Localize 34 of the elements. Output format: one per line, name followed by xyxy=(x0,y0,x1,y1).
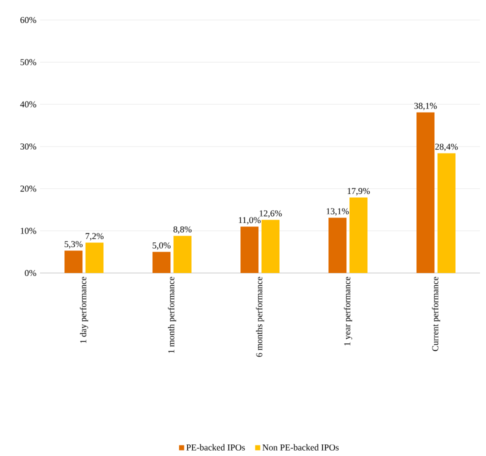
data-label: 38,1% xyxy=(414,102,437,110)
data-label: 7,2% xyxy=(86,233,104,240)
y-tick-label: 30% xyxy=(20,143,36,150)
x-tick-label: 1 month performance xyxy=(168,276,176,353)
y-tick-label: 10% xyxy=(20,228,36,234)
bar xyxy=(86,242,104,273)
bar xyxy=(64,250,82,273)
data-label: 5,3% xyxy=(64,241,83,248)
x-tick-label: 1 day performance xyxy=(80,276,88,343)
bar xyxy=(350,198,368,273)
data-label: 11,0% xyxy=(238,217,261,224)
y-tick-label: 0% xyxy=(24,270,36,276)
data-label: 5,0% xyxy=(152,242,171,250)
legend-label: PE-backed IPOs xyxy=(186,444,245,450)
bar xyxy=(416,112,434,273)
data-label: 12,6% xyxy=(260,210,282,218)
bar xyxy=(174,236,192,273)
bar xyxy=(438,153,456,273)
legend-label: Non PE-backed IPOs xyxy=(262,444,339,450)
y-tick-label: 20% xyxy=(20,186,36,192)
y-tick-label: 60% xyxy=(20,16,36,24)
data-label: 13,1% xyxy=(326,208,349,216)
data-label: 17,9% xyxy=(348,188,370,196)
y-tick-label: 40% xyxy=(20,101,36,108)
bar xyxy=(328,218,346,273)
bar xyxy=(240,226,258,273)
data-label: 28,4% xyxy=(435,144,458,152)
x-tick-label: 1 year performance xyxy=(344,276,352,346)
data-label: 8,8% xyxy=(174,226,192,234)
bar xyxy=(152,252,170,273)
y-tick-label: 50% xyxy=(20,59,36,66)
x-tick-label: 6 months performance xyxy=(256,276,264,357)
bar xyxy=(262,220,280,273)
x-tick-label: Current performance xyxy=(432,276,440,352)
